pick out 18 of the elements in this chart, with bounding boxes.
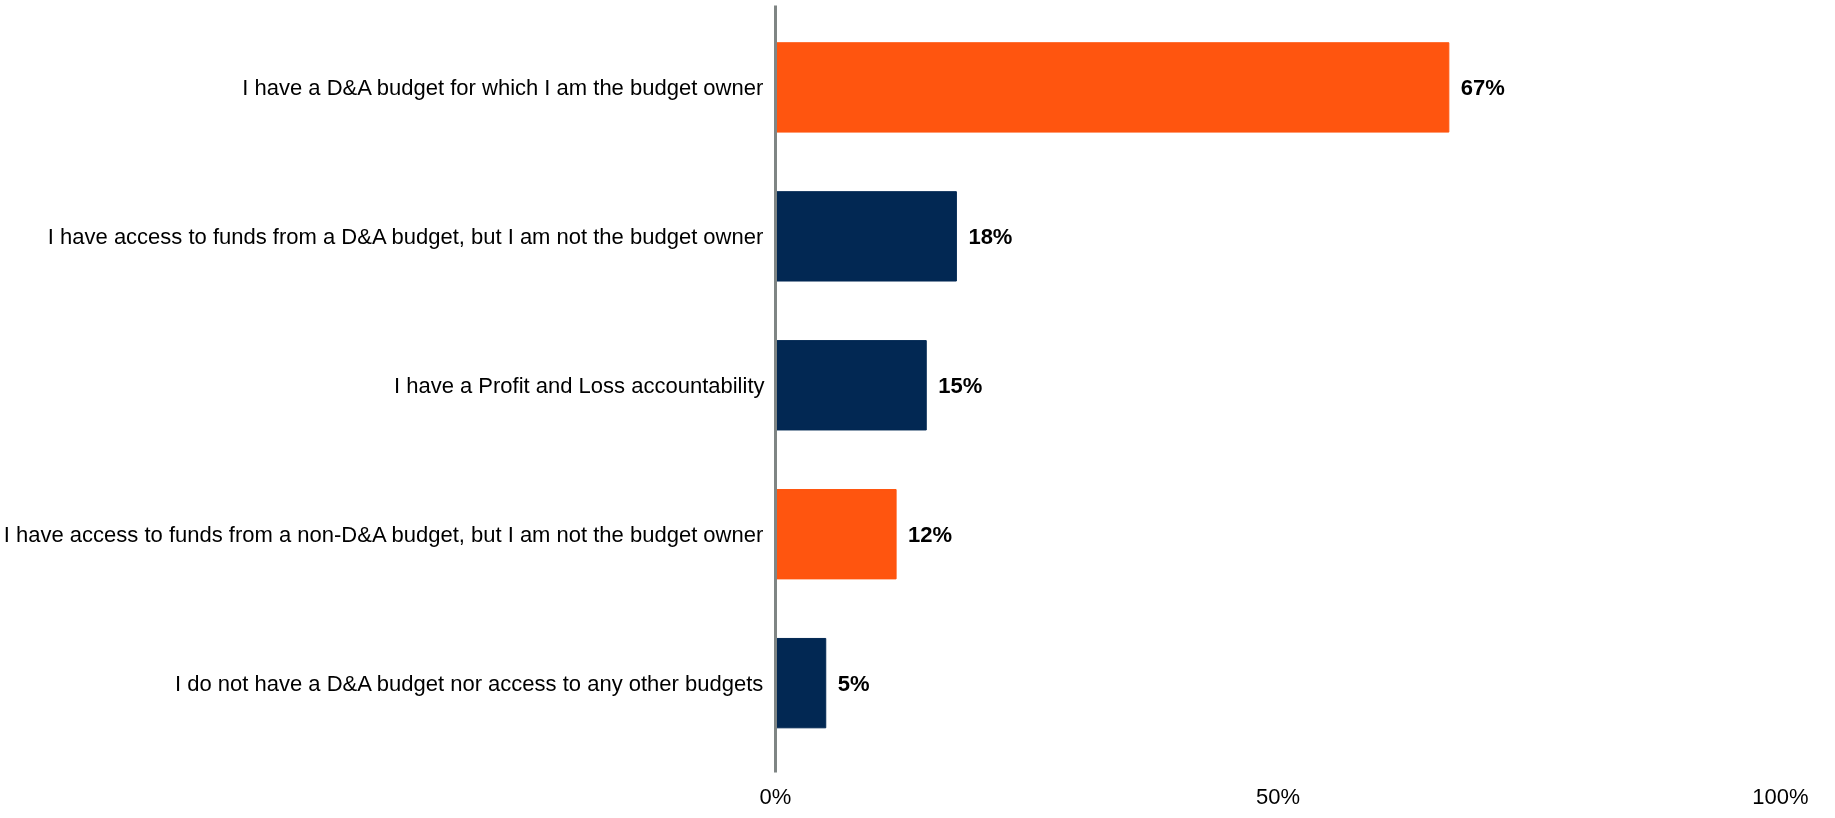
y-tick-label: I have a D&A budget for which I am the budget owner	[242, 74, 764, 100]
x-tick-label: 100%	[1752, 783, 1809, 809]
y-tick-label: I have access to funds from a D&A budget, but I am not the budget owner	[47, 223, 764, 249]
bar	[775, 340, 927, 431]
y-tick-label: I have a Profit and Loss accountability	[393, 372, 765, 398]
data-label: 15%	[938, 372, 983, 398]
bar	[775, 489, 897, 580]
bar	[775, 42, 1450, 133]
data-label: 67%	[1460, 74, 1505, 100]
data-label: 12%	[908, 521, 953, 547]
y-tick-label: I do not have a D&A budget nor access to any other budgets	[175, 670, 764, 696]
x-tick-label: 0%	[759, 783, 792, 809]
x-tick-label: 50%	[1255, 783, 1301, 809]
bar	[775, 637, 827, 729]
data-label: 5%	[837, 670, 870, 696]
bar	[775, 191, 957, 282]
data-label: 18%	[968, 223, 1013, 249]
y-tick-label: I have access to funds from a non-D&A budget, but I am not the budget owner	[3, 521, 764, 547]
